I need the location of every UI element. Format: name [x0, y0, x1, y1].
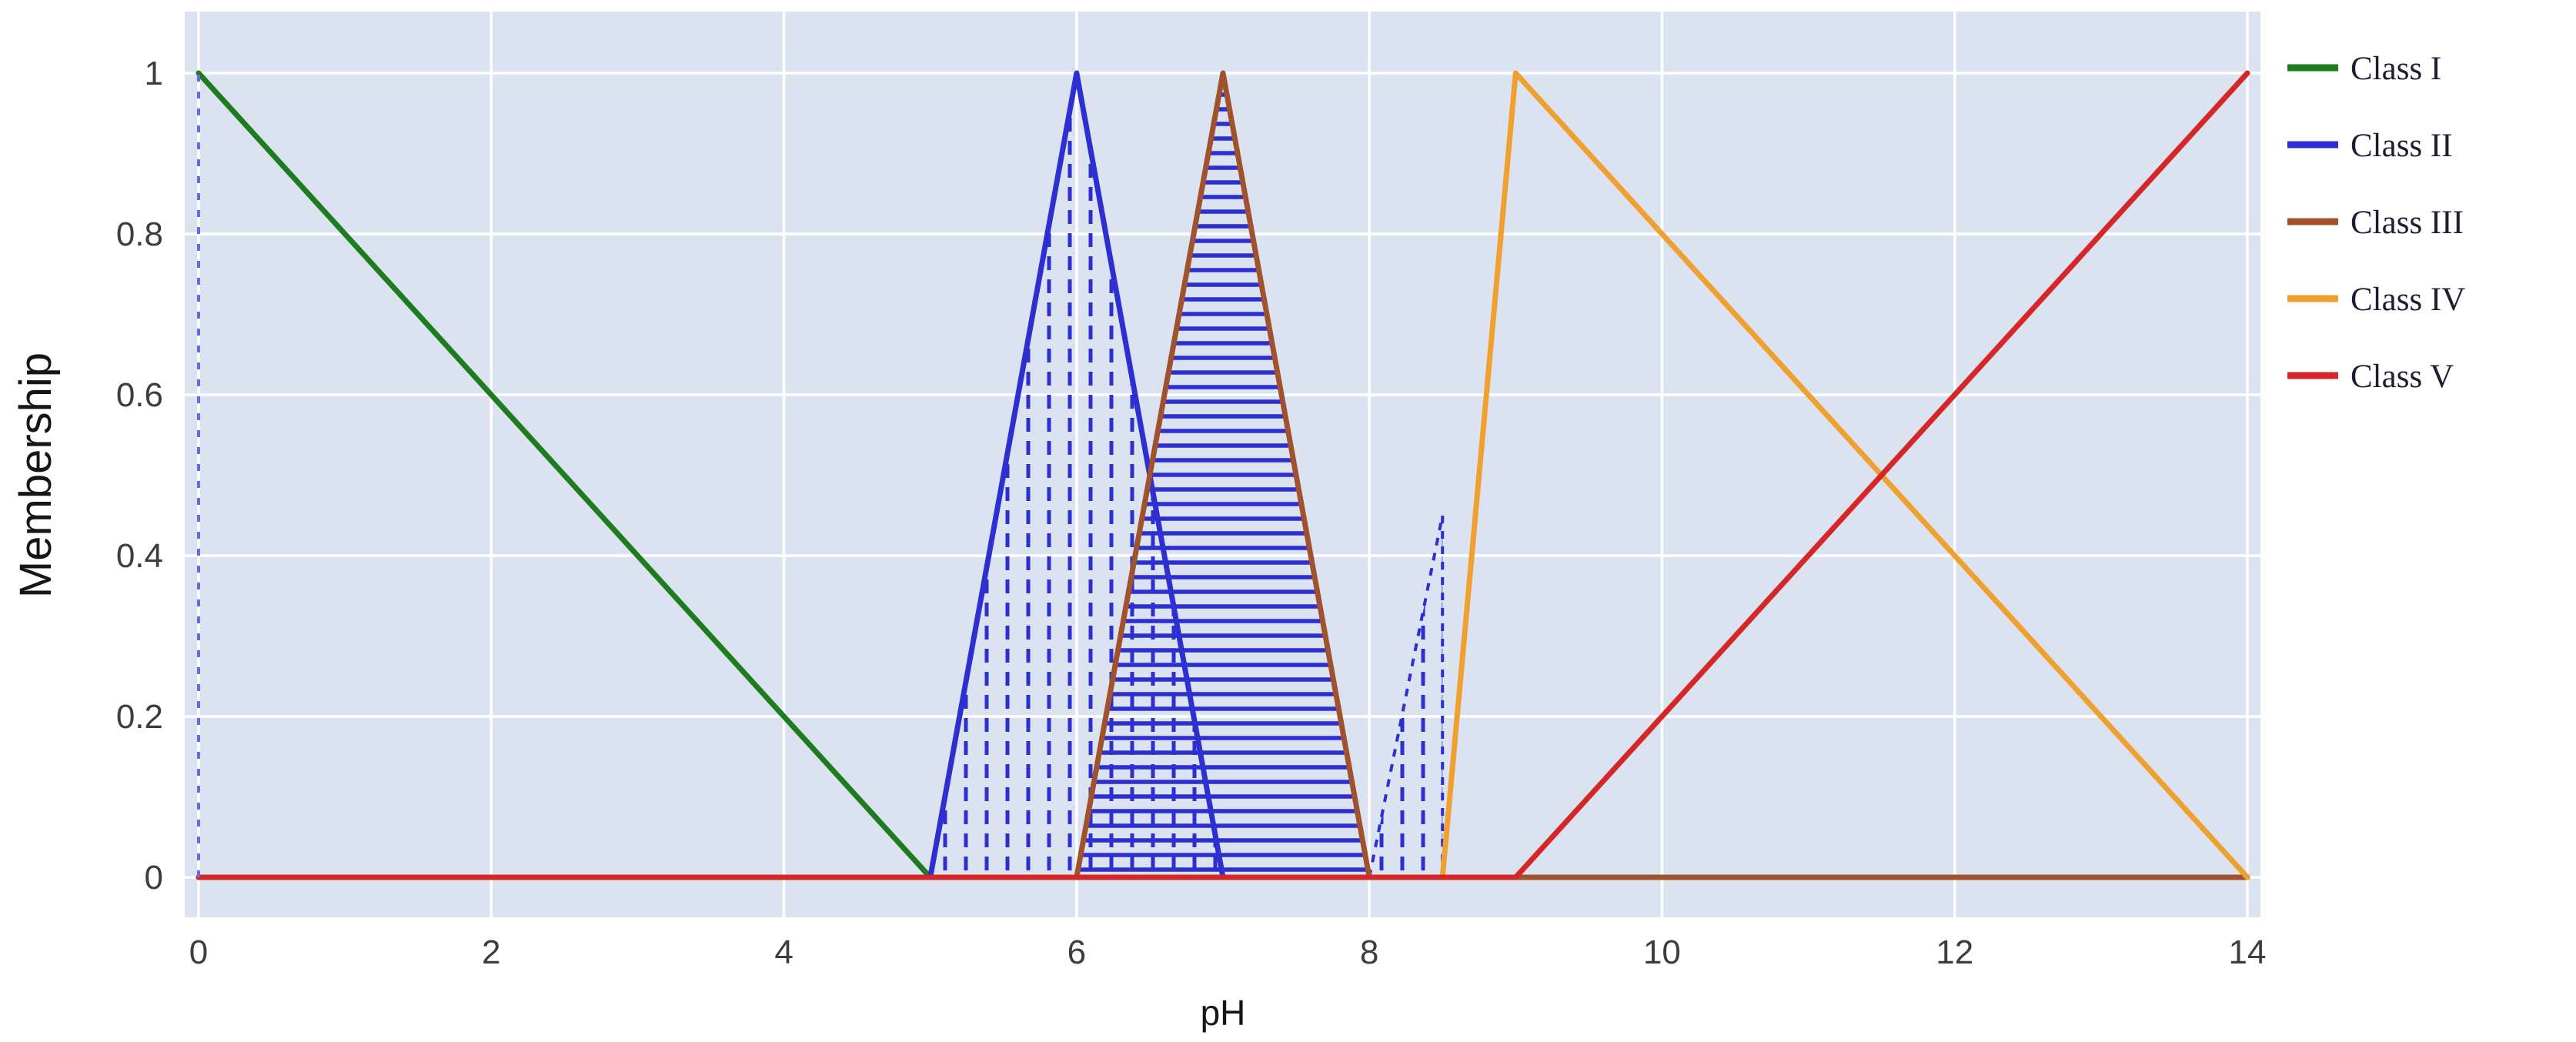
legend-label: Class I: [2350, 51, 2441, 87]
hatched-region: [1367, 515, 1445, 879]
legend-label: Class II: [2350, 128, 2453, 164]
legend-item-class-iii: Class III: [2287, 205, 2464, 241]
y-tick-label: 0.4: [116, 537, 163, 575]
y-tick-label: 1: [145, 55, 163, 92]
x-tick-label: 10: [1643, 933, 1681, 971]
x-tick-label: 4: [774, 933, 793, 971]
x-tick-label: 12: [1936, 933, 1973, 971]
y-axis-label: Membership: [11, 352, 61, 598]
y-tick-label: 0.6: [116, 376, 163, 414]
y-tick-label: 0.8: [116, 215, 163, 253]
x-tick-label: 6: [1067, 933, 1086, 971]
legend-item-class-ii: Class II: [2287, 128, 2453, 164]
legend-label: Class IV: [2350, 282, 2465, 318]
legend-item-class-v: Class V: [2287, 359, 2454, 395]
legend-label: Class III: [2350, 205, 2464, 241]
legend-label: Class V: [2350, 359, 2454, 395]
legend-item-class-i: Class I: [2287, 51, 2441, 87]
y-tick-label: 0: [145, 859, 163, 897]
series-line-class-v: [195, 70, 2250, 880]
legend-item-class-iv: Class IV: [2287, 282, 2465, 318]
x-tick-label: 0: [189, 933, 208, 971]
hatched-region: [1076, 73, 1370, 877]
x-tick-label: 14: [2229, 933, 2267, 971]
x-tick-label: 8: [1360, 933, 1378, 971]
x-axis-label: pH: [1201, 993, 1246, 1033]
x-tick-label: 2: [482, 933, 500, 971]
y-tick-label: 0.2: [116, 698, 163, 736]
